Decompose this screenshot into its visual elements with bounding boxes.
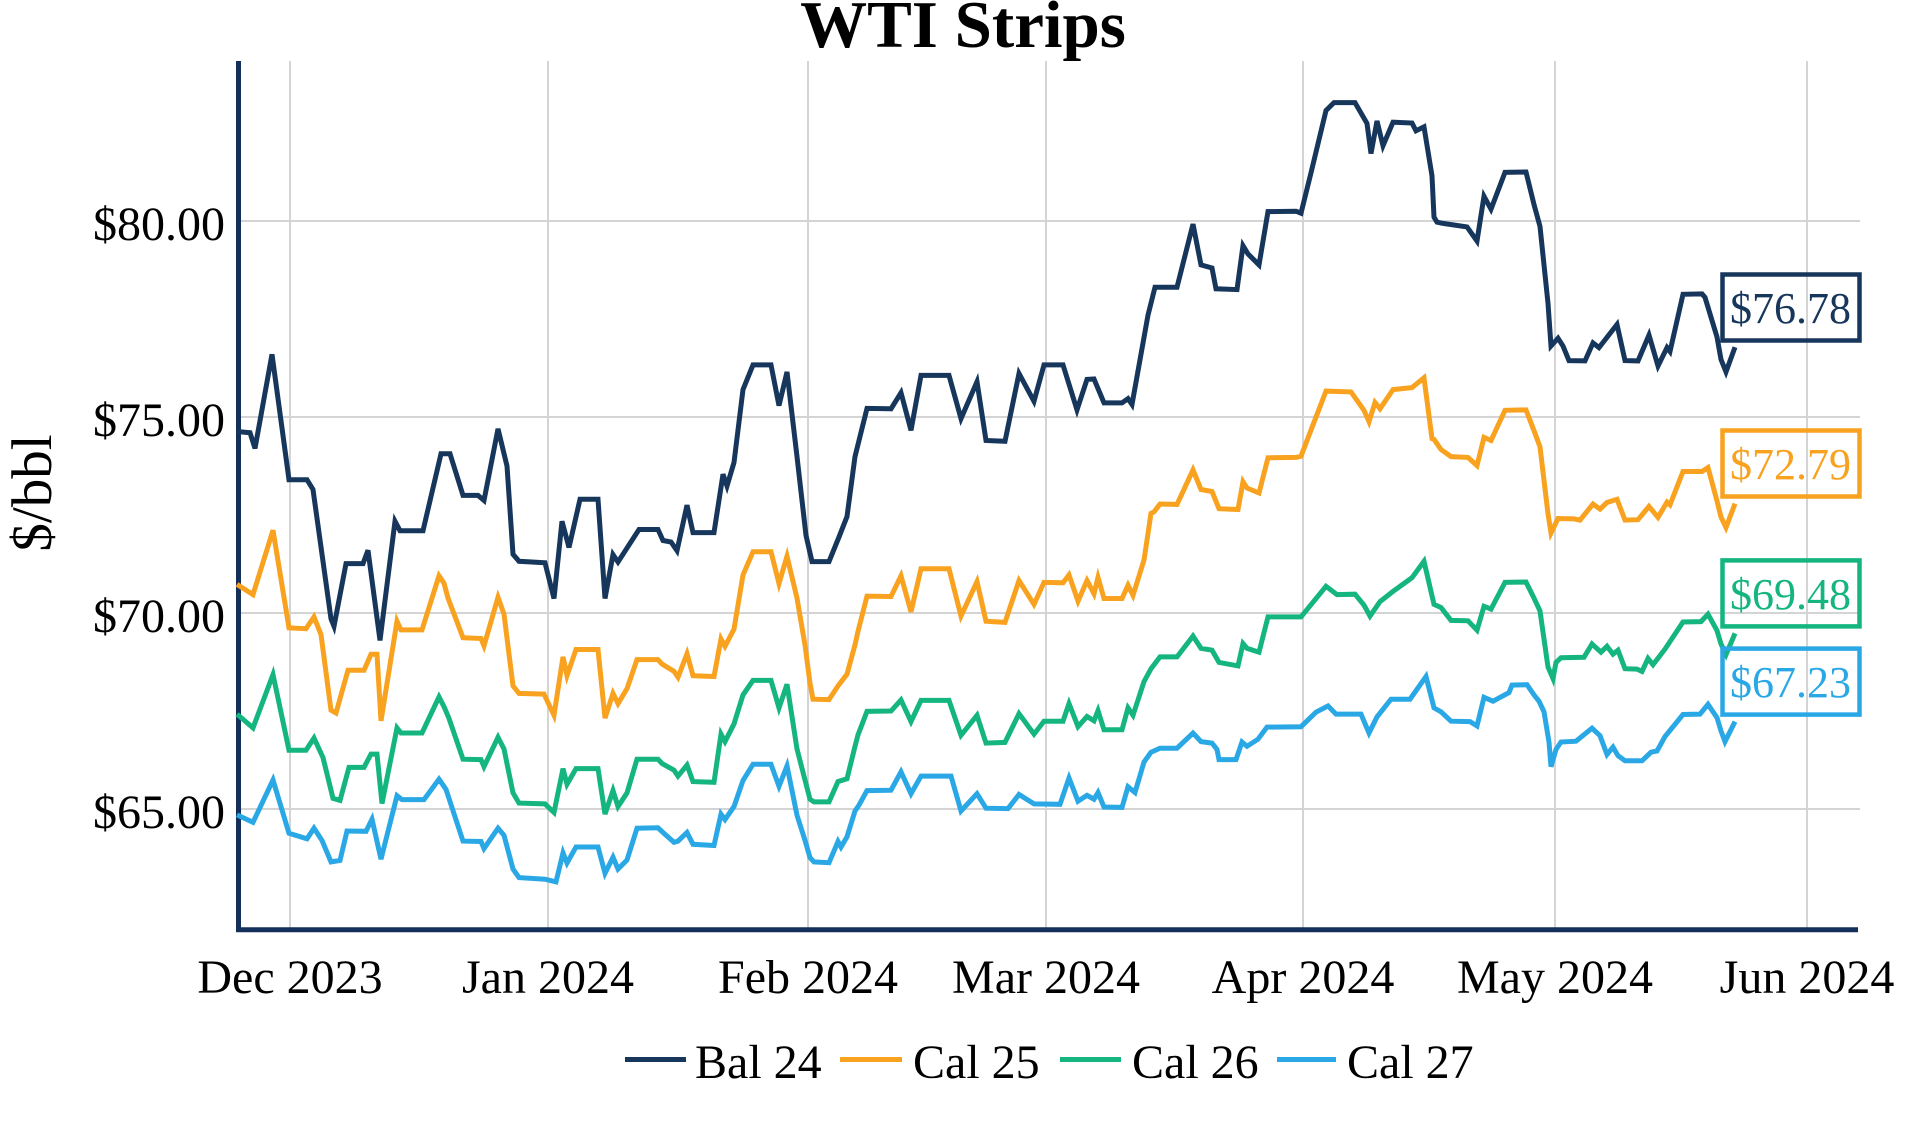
svg-text:Dec 2023: Dec 2023 bbox=[197, 951, 382, 1004]
svg-text:May 2024: May 2024 bbox=[1457, 951, 1653, 1004]
svg-text:Bal 24: Bal 24 bbox=[695, 1036, 822, 1089]
svg-text:$67.23: $67.23 bbox=[1730, 658, 1851, 707]
svg-text:Cal 27: Cal 27 bbox=[1347, 1036, 1474, 1089]
svg-text:$69.48: $69.48 bbox=[1730, 570, 1851, 619]
svg-text:$75.00: $75.00 bbox=[93, 394, 225, 447]
svg-text:Apr 2024: Apr 2024 bbox=[1212, 951, 1395, 1004]
svg-text:Jun 2024: Jun 2024 bbox=[1720, 951, 1895, 1004]
svg-text:$70.00: $70.00 bbox=[93, 590, 225, 643]
svg-text:Jan 2024: Jan 2024 bbox=[462, 951, 634, 1004]
svg-text:$72.79: $72.79 bbox=[1730, 440, 1851, 489]
svg-text:WTI Strips: WTI Strips bbox=[800, 0, 1126, 62]
svg-text:$80.00: $80.00 bbox=[93, 198, 225, 251]
svg-text:$65.00: $65.00 bbox=[93, 786, 225, 839]
svg-text:$76.78: $76.78 bbox=[1730, 284, 1851, 333]
svg-text:Mar 2024: Mar 2024 bbox=[952, 951, 1140, 1004]
svg-text:Cal 26: Cal 26 bbox=[1132, 1036, 1259, 1089]
svg-text:$/bbl: $/bbl bbox=[1, 434, 64, 551]
svg-text:Cal 25: Cal 25 bbox=[913, 1036, 1040, 1089]
svg-text:Feb 2024: Feb 2024 bbox=[718, 951, 898, 1004]
